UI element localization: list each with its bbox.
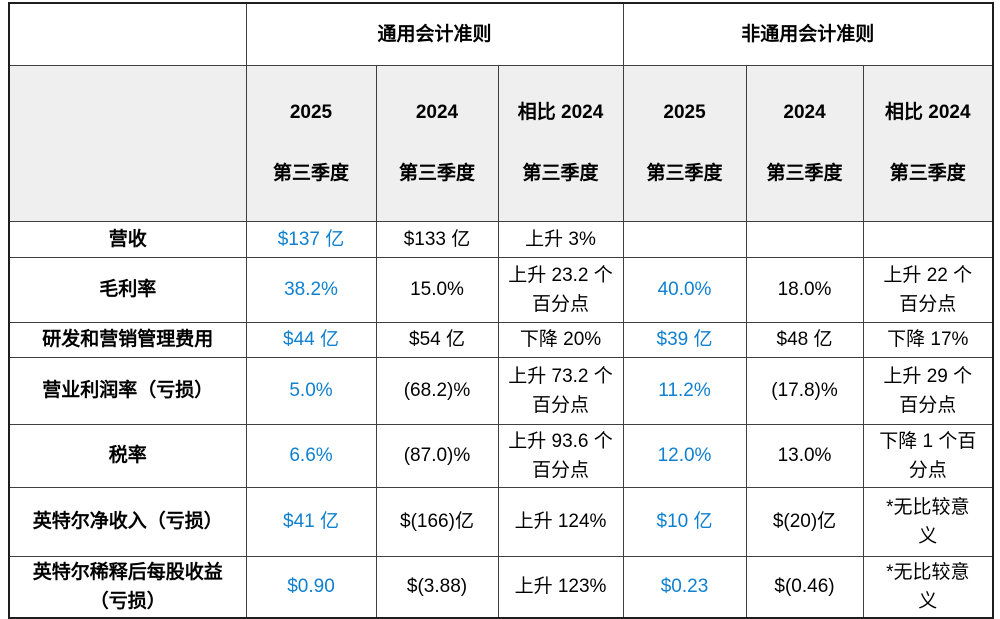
- row-label-header-cell: [8, 64, 247, 222]
- cell-gaap-2025: $0.90: [245, 555, 377, 618]
- col-header-year: 2024: [783, 101, 826, 123]
- row-label: 研发和营销管理费用: [8, 321, 247, 358]
- cell-gaap-2024: (87.0)%: [375, 423, 499, 488]
- col-header-gaap-2025: 2025 第三季度: [245, 64, 377, 222]
- cell-nongaap-change: *无比较意 义: [862, 555, 994, 618]
- col-header-quarter: 第三季度: [522, 162, 599, 184]
- row-label: 营收: [8, 220, 247, 258]
- col-header-gaap-vs2024: 相比 2024 第三季度: [497, 64, 624, 222]
- cell-gaap-change: 上升 3%: [497, 220, 624, 258]
- table-row-revenue: 营收 $137 亿 $133 亿 上升 3%: [8, 220, 994, 258]
- cell-gaap-2025: 5.0%: [245, 356, 377, 425]
- gaap-group-header: 通用会计准则: [245, 2, 624, 66]
- col-header-nongaap-2024: 2024 第三季度: [745, 64, 864, 222]
- cell-gaap-2024: $133 亿: [375, 220, 499, 258]
- cell-nongaap-2024: $(20)亿: [745, 486, 864, 557]
- col-header-quarter: 第三季度: [272, 162, 349, 184]
- group-header-row: 通用会计准则 非通用会计准则: [8, 2, 994, 66]
- cell-nongaap-change: 下降 17%: [862, 321, 994, 358]
- col-header-year: 2025: [663, 101, 706, 123]
- row-label: 毛利率: [8, 256, 247, 323]
- cell-gaap-change: 上升 123%: [497, 555, 624, 618]
- cell-nongaap-change: 下降 1 个百 分点: [862, 423, 994, 488]
- cell-nongaap-2025: [622, 220, 747, 258]
- col-header-quarter: 第三季度: [766, 162, 843, 184]
- col-header-quarter: 第三季度: [889, 162, 966, 184]
- col-header-year: 2024: [415, 101, 459, 123]
- row-label: 英特尔稀释后每股收益 （亏损）: [8, 555, 247, 618]
- cell-gaap-2025: $44 亿: [245, 321, 377, 358]
- col-header-compare: 相比 2024: [517, 101, 604, 123]
- cell-nongaap-2024: [745, 220, 864, 258]
- cell-nongaap-2025: 12.0%: [622, 423, 747, 488]
- cell-gaap-change: 上升 93.6 个 百分点: [497, 423, 624, 488]
- cell-gaap-change: 上升 124%: [497, 486, 624, 557]
- cell-nongaap-change: 上升 22 个 百分点: [862, 256, 994, 323]
- cell-nongaap-change: *无比较意 义: [862, 486, 994, 557]
- cell-gaap-2025: $137 亿: [245, 220, 377, 258]
- row-label: 英特尔净收入（亏损）: [8, 486, 247, 557]
- row-label: 营业利润率（亏损）: [8, 356, 247, 425]
- cell-gaap-2025: $41 亿: [245, 486, 377, 557]
- table-row-net-income: 英特尔净收入（亏损） $41 亿 $(166)亿 上升 124% $10 亿 $…: [8, 486, 994, 557]
- cell-nongaap-2024: 13.0%: [745, 423, 864, 488]
- cell-nongaap-2025: $0.23: [622, 555, 747, 618]
- table-row-operating-margin: 营业利润率（亏损） 5.0% (68.2)% 上升 73.2 个 百分点 11.…: [8, 356, 994, 425]
- financial-results-table: 通用会计准则 非通用会计准则 2025 第三季度 2024 第三季度 相比 20…: [8, 2, 995, 619]
- col-header-quarter: 第三季度: [398, 162, 475, 184]
- cell-gaap-2024: $(3.88): [375, 555, 499, 618]
- cell-nongaap-2024: $(0.46): [745, 555, 864, 618]
- cell-nongaap-2025: $39 亿: [622, 321, 747, 358]
- cell-gaap-change: 下降 20%: [497, 321, 624, 358]
- row-label: 税率: [8, 423, 247, 488]
- cell-gaap-2025: 6.6%: [245, 423, 377, 488]
- cell-gaap-2024: 15.0%: [375, 256, 499, 323]
- cell-nongaap-2024: 18.0%: [745, 256, 864, 323]
- cell-nongaap-change: 上升 29 个 百分点: [862, 356, 994, 425]
- cell-nongaap-change: [862, 220, 994, 258]
- table-row-diluted-eps: 英特尔稀释后每股收益 （亏损） $0.90 $(3.88) 上升 123% $0…: [8, 555, 994, 618]
- non-gaap-group-header: 非通用会计准则: [622, 2, 994, 66]
- cell-nongaap-2024: $48 亿: [745, 321, 864, 358]
- table-row-rd-mgna-expense: 研发和营销管理费用 $44 亿 $54 亿 下降 20% $39 亿 $48 亿…: [8, 321, 994, 358]
- column-header-row: 2025 第三季度 2024 第三季度 相比 2024 第三季度 2025 第三…: [8, 64, 994, 222]
- col-header-nongaap-vs2024: 相比 2024 第三季度: [862, 64, 994, 222]
- table-row-tax-rate: 税率 6.6% (87.0)% 上升 93.6 个 百分点 12.0% 13.0…: [8, 423, 994, 488]
- cell-gaap-2024: (68.2)%: [375, 356, 499, 425]
- cell-gaap-change: 上升 23.2 个 百分点: [497, 256, 624, 323]
- cell-nongaap-2024: (17.8)%: [745, 356, 864, 425]
- cell-nongaap-2025: 11.2%: [622, 356, 747, 425]
- col-header-quarter: 第三季度: [646, 162, 723, 184]
- col-header-nongaap-2025: 2025 第三季度: [622, 64, 747, 222]
- table-row-gross-margin: 毛利率 38.2% 15.0% 上升 23.2 个 百分点 40.0% 18.0…: [8, 256, 994, 323]
- cell-nongaap-2025: 40.0%: [622, 256, 747, 323]
- cell-gaap-2025: 38.2%: [245, 256, 377, 323]
- col-header-compare: 相比 2024: [885, 101, 971, 123]
- col-header-gaap-2024: 2024 第三季度: [375, 64, 499, 222]
- cell-nongaap-2025: $10 亿: [622, 486, 747, 557]
- corner-cell: [8, 2, 247, 66]
- col-header-year: 2025: [289, 101, 333, 123]
- cell-gaap-2024: $(166)亿: [375, 486, 499, 557]
- cell-gaap-change: 上升 73.2 个 百分点: [497, 356, 624, 425]
- cell-gaap-2024: $54 亿: [375, 321, 499, 358]
